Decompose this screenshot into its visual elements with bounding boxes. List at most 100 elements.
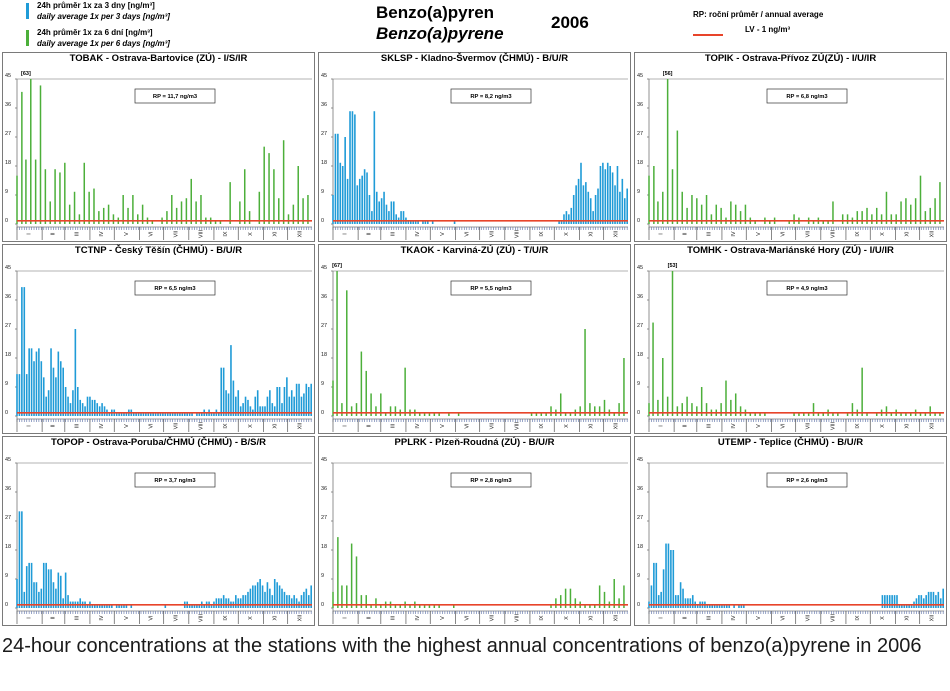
y-tick-label: 36 [321,486,327,492]
data-bar [832,412,834,416]
legend-blue-en: daily average 1x per 3 days [ng/m³] [37,12,170,21]
data-bar [307,387,310,416]
data-bar [91,604,94,608]
data-bar [166,412,169,416]
x-tick-label: XI [273,615,279,621]
data-bar [428,412,431,416]
x-tick-label: IX [855,423,861,429]
data-bar [264,591,266,608]
data-bar [433,604,436,608]
x-tick-label: III [706,423,712,428]
x-tick-label: XII [297,614,303,621]
data-bar [281,588,283,608]
data-bar [602,162,604,224]
data-bar [102,207,105,224]
data-bar [195,201,197,224]
data-bar [589,403,591,416]
x-tick-label: XI [273,231,279,237]
data-bar [866,207,868,224]
data-bar [54,169,56,224]
data-bar [73,191,76,224]
data-bar [901,604,903,608]
data-bar [681,191,683,224]
data-bar [171,412,174,416]
x-tick-label: XI [589,231,595,237]
data-bar [86,396,89,416]
data-bar [788,220,790,224]
data-bar [276,387,278,416]
x-tick-label: VIII [198,229,204,238]
data-bar [893,595,896,608]
rp-label: RP = 6,8 ng/m3 [786,94,828,100]
data-bar [676,130,679,224]
chart-title: TOPIK - Ostrava-Přívoz ZÚ(ZÚ) - I/U/IR [704,53,877,64]
data-bar [290,598,293,608]
data-bar [50,569,52,608]
data-bar [623,198,626,224]
data-bar [582,185,585,224]
data-bar [431,220,434,224]
data-bar [613,412,615,416]
data-bar [914,198,917,224]
x-tick-label: VII [173,230,179,237]
rp-box [450,280,532,296]
data-bar [939,598,942,608]
data-bar [687,598,689,608]
data-bar [302,198,304,224]
data-bar [96,604,99,608]
data-bar [723,604,726,608]
data-bar [35,582,38,608]
x-tick-label: IX [223,615,229,621]
data-bar [292,204,295,224]
data-bar [671,169,674,224]
data-bar [57,351,60,416]
data-bar [934,412,936,416]
x-tick-label: V [440,616,446,620]
data-bar [866,412,868,416]
x-tick-label: XII [929,614,935,621]
data-bar [286,377,288,416]
data-bar [33,361,35,416]
y-tick-label: 18 [5,544,11,550]
data-bar [78,214,81,224]
data-bar [653,562,655,608]
data-bar [930,591,932,608]
data-bar [886,595,889,608]
data-bar [50,348,52,416]
data-bar [42,377,45,416]
x-tick-label: VII [489,422,495,429]
data-bar [807,412,810,416]
data-bar [193,604,196,608]
data-bar [903,604,906,608]
data-bar [686,396,688,416]
y-tick-label: 27 [637,515,643,521]
data-bar [33,582,35,608]
data-bar [79,598,82,608]
data-bar [559,393,562,416]
y-tick-label: 9 [321,381,324,387]
data-bar [925,595,927,608]
rp-label: RP = 2,6 ng/m3 [786,478,828,484]
data-bar [132,195,134,224]
x-tick-label: II [683,424,689,428]
data-bar [130,604,133,608]
data-bar [214,220,217,224]
data-bar [337,537,339,608]
x-tick-label: II [367,232,373,236]
data-bar [721,604,723,608]
data-bar [242,403,244,416]
y-tick-label: 9 [5,381,8,387]
data-bar [244,595,247,608]
data-bar [91,399,94,416]
x-tick-label: IV [99,615,105,621]
data-bar [837,412,839,416]
overflow-label: [53] [668,263,678,269]
rp-box [766,280,848,296]
data-bar [614,185,616,224]
data-bar [453,604,455,608]
data-bar [278,198,280,224]
data-bar [910,204,912,224]
data-bar [422,220,424,224]
x-tick-label: III [74,423,80,428]
data-bar [186,412,188,416]
